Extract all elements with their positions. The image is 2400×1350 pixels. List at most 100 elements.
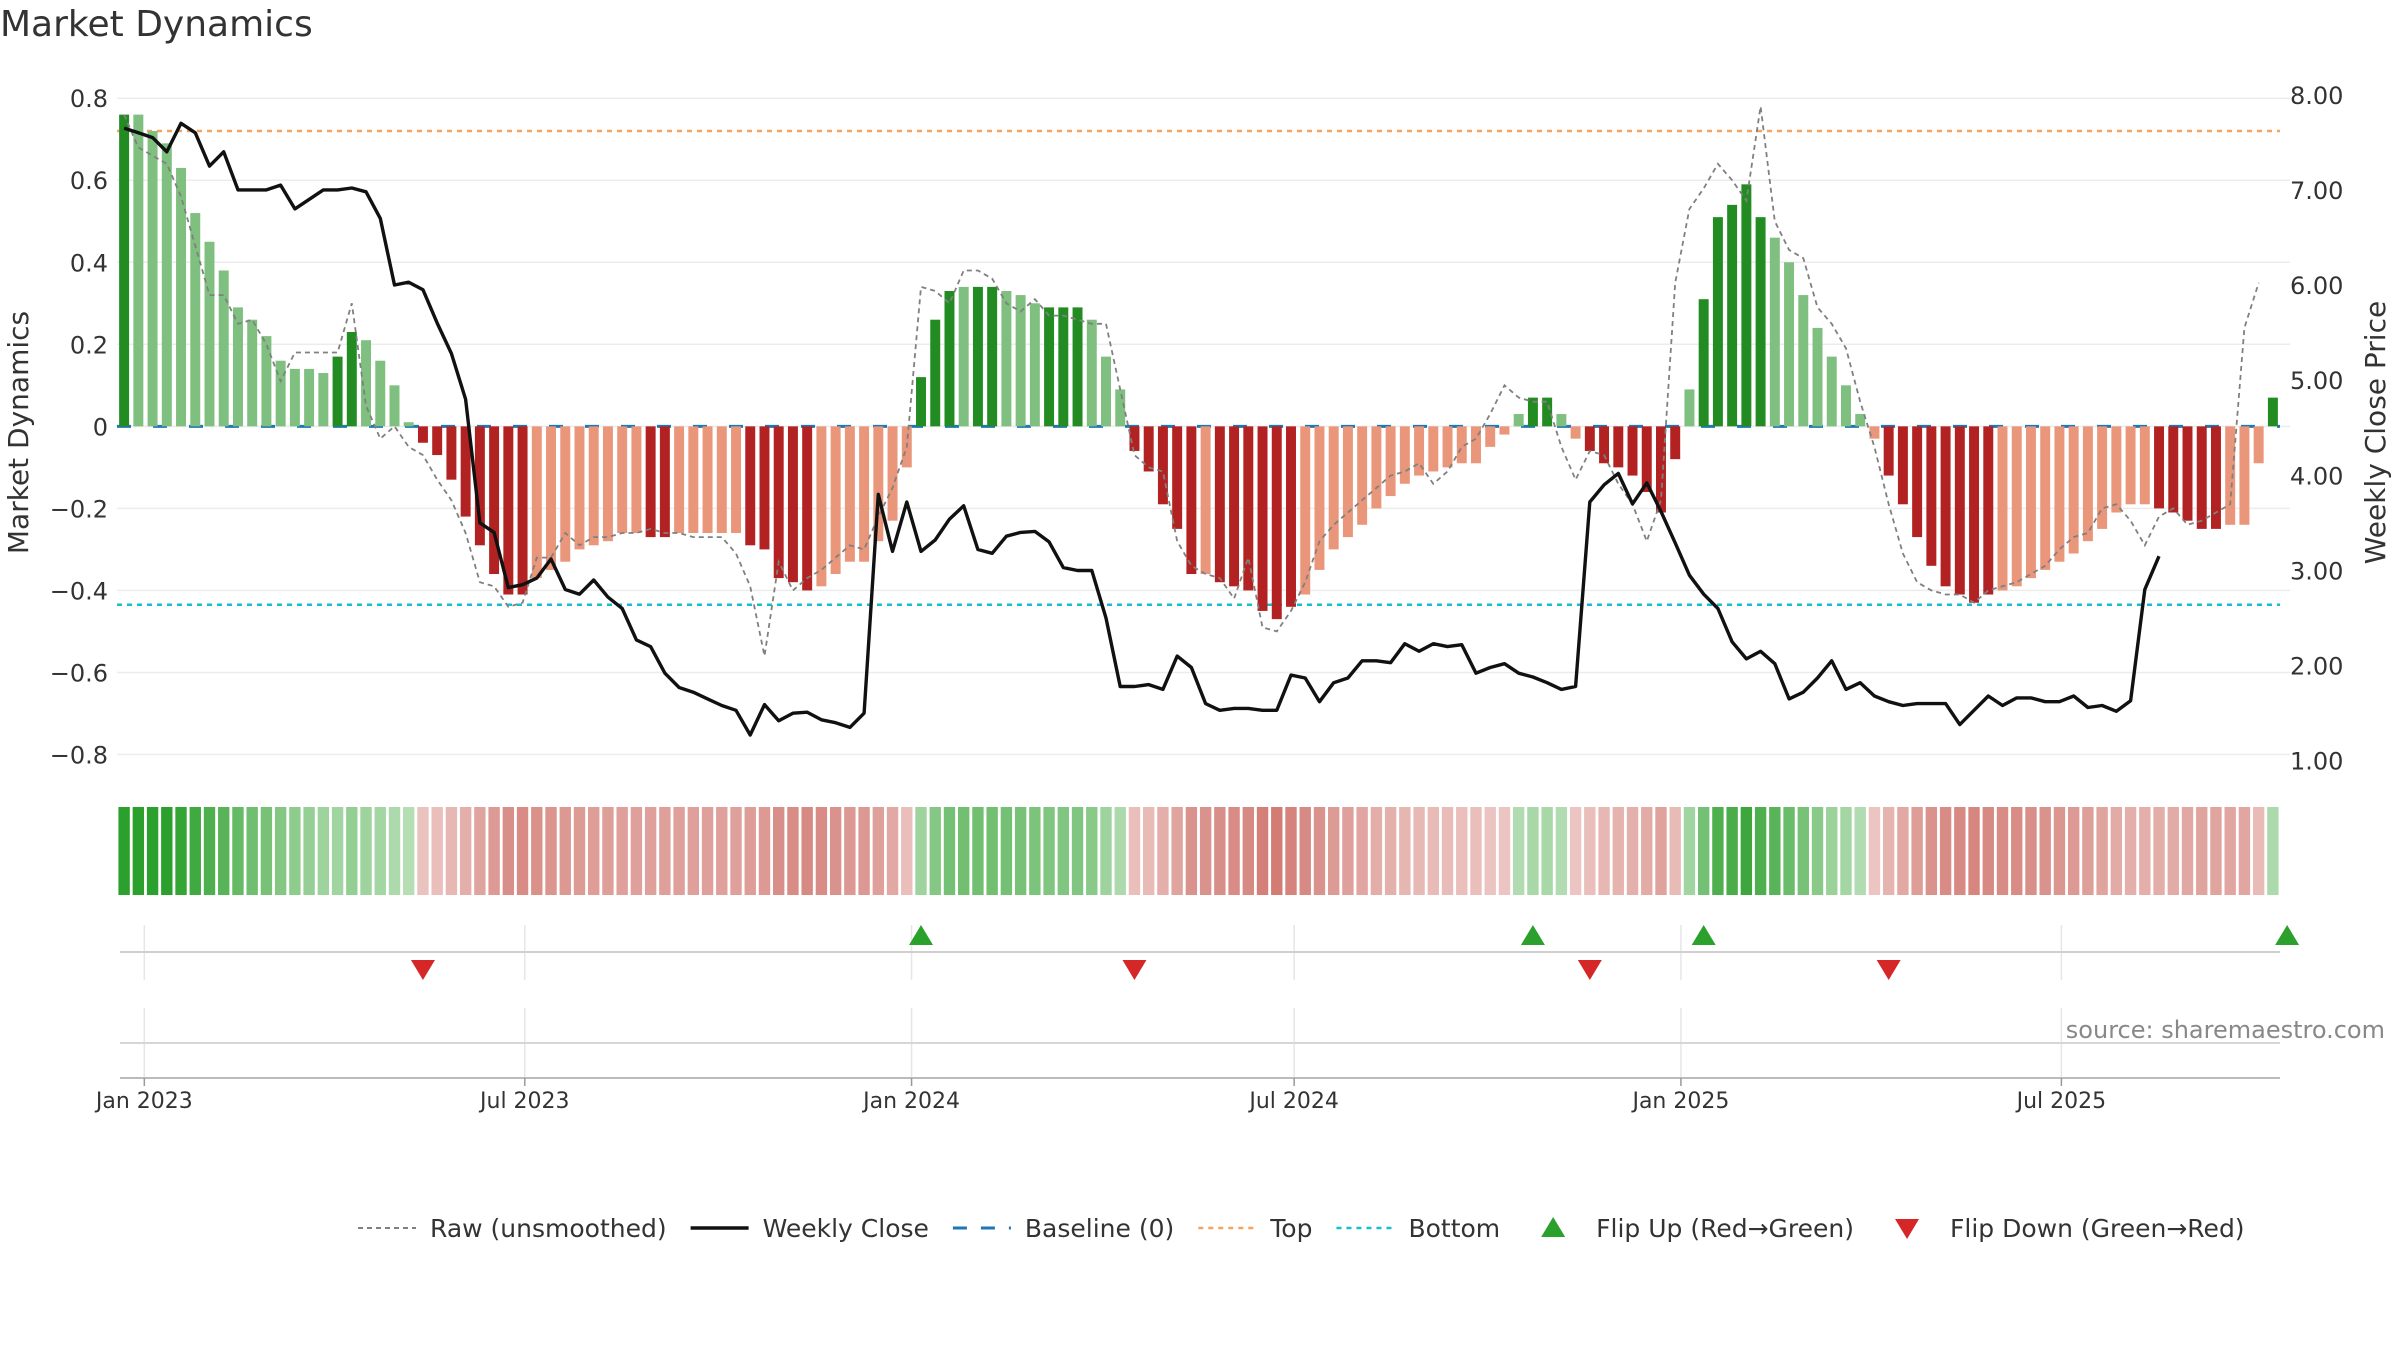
strip-cell <box>1826 807 1838 895</box>
strip-cell <box>2139 807 2151 895</box>
strip-cell <box>1527 807 1539 895</box>
strip-cell <box>1327 807 1340 895</box>
bar-negative <box>617 426 628 533</box>
source-label: source: sharemaestro.com <box>2066 1016 2385 1044</box>
bar-negative <box>503 426 514 595</box>
strip-cell <box>1968 807 1980 895</box>
strip-cell <box>644 807 657 895</box>
strip-cell <box>1555 807 1568 895</box>
strip-cell <box>1029 807 1041 895</box>
strip-cell <box>1228 807 1240 895</box>
strip-cell <box>1726 807 1738 895</box>
strip-cell <box>232 807 244 895</box>
strip-cell <box>1214 807 1226 895</box>
bar-positive <box>1556 414 1567 427</box>
bar-negative <box>474 426 485 546</box>
bar-positive <box>916 377 926 427</box>
strip-cell <box>2153 807 2165 895</box>
bar-negative <box>1499 426 1510 435</box>
bar-negative <box>1243 426 1254 591</box>
bar-negative <box>1897 426 1908 505</box>
bar-positive <box>1086 319 1097 427</box>
y-axis-title: Market Dynamics <box>2 311 35 554</box>
strip-cell <box>289 807 301 895</box>
strip-cell <box>1498 807 1511 895</box>
strip-cell <box>1897 807 1909 895</box>
bar-positive <box>1798 295 1809 427</box>
strip-cell <box>1299 807 1311 895</box>
bar-negative <box>517 426 528 595</box>
bar-positive <box>1513 414 1524 427</box>
bar-positive <box>119 114 130 427</box>
strip-cell <box>972 807 984 895</box>
legend-flip-down-label: Flip Down (Green→Red) <box>1950 1214 2245 1243</box>
strip-cell <box>203 807 216 895</box>
strip-cell <box>1569 807 1582 895</box>
bar-positive <box>275 360 286 427</box>
strip-cell <box>929 807 941 895</box>
strip-cell <box>716 807 728 895</box>
bar-negative <box>1328 426 1339 550</box>
bar-negative <box>2025 426 2036 579</box>
bar-negative <box>1926 426 1937 566</box>
bar-positive <box>972 286 983 427</box>
bar-positive <box>1755 217 1766 427</box>
legend-raw-label: Raw (unsmoothed) <box>430 1214 667 1243</box>
flip-down-marker <box>1122 960 1147 980</box>
strip-cell <box>2124 807 2137 895</box>
weekly-close-line <box>123 121 2161 737</box>
bar-positive <box>1527 397 1538 427</box>
bar-positive <box>1044 307 1055 427</box>
strip-cell <box>2082 807 2094 895</box>
strip-cell <box>901 807 913 895</box>
strip-cell <box>1441 807 1454 895</box>
bar-negative <box>489 426 500 575</box>
bars-layer <box>119 114 2278 620</box>
bar-negative <box>1300 426 1311 595</box>
bar-negative <box>1456 426 1467 464</box>
bar-positive <box>332 356 343 427</box>
strip-cell <box>2039 807 2051 895</box>
bar-positive <box>1769 237 1780 427</box>
strip-cell <box>1071 807 1084 895</box>
strip-cell <box>445 807 458 895</box>
y2-tick-label: 5.00 <box>2290 367 2343 395</box>
strip-cell <box>588 807 600 895</box>
bar-positive <box>930 319 941 427</box>
strip-cell <box>1512 807 1525 895</box>
bar-negative <box>1357 426 1368 525</box>
strip-cell <box>829 807 842 895</box>
bar-negative <box>1613 426 1624 468</box>
strip-cell <box>559 807 571 895</box>
bar-positive <box>147 131 158 427</box>
bar-negative <box>2225 426 2236 525</box>
bar-negative <box>688 426 699 533</box>
bar-negative <box>2111 426 2122 513</box>
strip-cell <box>943 807 956 895</box>
strip-cell <box>1384 807 1397 895</box>
strip-cell <box>274 807 287 895</box>
strip-cell <box>1598 807 1610 895</box>
strip-cell <box>815 807 828 895</box>
bar-negative <box>1599 426 1610 464</box>
bar-negative <box>1997 426 2008 591</box>
strip-cell <box>1484 807 1496 895</box>
strip-cell <box>2167 807 2179 895</box>
bar-negative <box>2168 426 2179 513</box>
strip-cell <box>1683 807 1696 895</box>
strip-cell <box>175 807 187 895</box>
strip-cell <box>2224 807 2236 895</box>
strip-cell <box>1342 807 1354 895</box>
strip-cell <box>1982 807 1994 895</box>
y-tick-label: −0.8 <box>50 741 108 769</box>
x-tick-label: Jul 2025 <box>2015 1089 2107 1114</box>
bar-positive <box>1741 184 1752 427</box>
bar-negative <box>1570 426 1581 439</box>
strip-cell <box>118 807 130 895</box>
bar-negative <box>1869 426 1880 439</box>
strip-cell <box>1086 807 1098 895</box>
bar-negative <box>702 426 713 533</box>
strip-cell <box>303 807 315 895</box>
bar-negative <box>1656 426 1666 513</box>
